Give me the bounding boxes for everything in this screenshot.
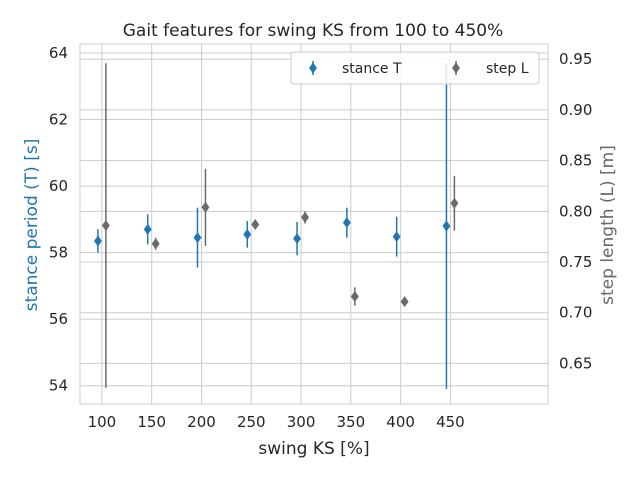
legend-entry-stance-t bbox=[309, 61, 317, 75]
right-tick-label: 0.75 bbox=[559, 253, 592, 271]
x-tick-label: 150 bbox=[137, 413, 166, 431]
x-tick-label: 250 bbox=[237, 413, 266, 431]
legend-entry-step-l bbox=[452, 61, 460, 75]
x-tick-label: 450 bbox=[436, 413, 465, 431]
left-axis-label: stance period (T) [s] bbox=[22, 139, 42, 312]
series-step-l bbox=[101, 63, 459, 388]
point-step-l bbox=[400, 296, 409, 308]
point-stance-t bbox=[293, 233, 302, 245]
left-tick-label: 54 bbox=[49, 377, 68, 395]
point-stance-t bbox=[93, 235, 102, 247]
left-tick-label: 62 bbox=[49, 111, 68, 129]
chart-title: Gait features for swing KS from 100 to 4… bbox=[123, 21, 503, 41]
point-stance-t bbox=[143, 223, 152, 235]
right-tick-label: 0.70 bbox=[559, 304, 592, 322]
point-step-l bbox=[101, 220, 110, 232]
right-tick-label: 0.95 bbox=[559, 50, 592, 68]
point-step-l bbox=[301, 211, 309, 223]
legend-label-stance-t: stance T bbox=[342, 61, 402, 77]
point-step-l bbox=[251, 219, 260, 231]
point-stance-t bbox=[193, 232, 202, 244]
legend-marker-step-l bbox=[452, 62, 460, 74]
point-step-l bbox=[201, 201, 210, 213]
point-stance-t bbox=[243, 228, 252, 240]
left-tick-label: 58 bbox=[49, 244, 68, 262]
plot-area-frame bbox=[79, 43, 549, 405]
point-step-l bbox=[350, 291, 359, 303]
point-step-l bbox=[450, 197, 459, 209]
right-tick-label: 0.90 bbox=[559, 101, 592, 119]
point-stance-t bbox=[342, 217, 351, 229]
x-tick-label: 200 bbox=[187, 413, 216, 431]
point-step-l bbox=[151, 238, 160, 250]
left-tick-label: 64 bbox=[49, 44, 68, 62]
right-tick-label: 0.80 bbox=[559, 202, 592, 220]
legend-label-step-l: step L bbox=[486, 61, 529, 77]
legend-frame bbox=[290, 51, 540, 85]
x-axis-ticks: 100 150 200 250 300 350 400 450 bbox=[88, 413, 465, 431]
right-axis-ticks: 0.65 0.70 0.75 0.80 0.85 0.90 0.95 bbox=[559, 50, 592, 372]
left-tick-label: 56 bbox=[49, 310, 68, 328]
right-tick-label: 0.85 bbox=[559, 152, 592, 170]
grid bbox=[80, 44, 548, 404]
left-axis-ticks: 54 56 58 60 62 64 bbox=[49, 44, 68, 395]
x-tick-label: 400 bbox=[386, 413, 415, 431]
x-axis-label: swing KS [%] bbox=[258, 439, 369, 459]
right-axis-label: step length (L) [m] bbox=[598, 145, 618, 305]
legend: stance T step L bbox=[290, 51, 540, 85]
series-stance-t bbox=[93, 62, 451, 390]
point-stance-t bbox=[392, 231, 401, 243]
legend-marker-stance-t bbox=[309, 62, 317, 74]
series-layer bbox=[93, 62, 459, 390]
right-tick-label: 0.65 bbox=[559, 354, 592, 372]
left-tick-label: 60 bbox=[49, 177, 68, 195]
x-tick-label: 300 bbox=[287, 413, 316, 431]
point-stance-t bbox=[442, 220, 451, 232]
x-tick-label: 100 bbox=[88, 413, 117, 431]
x-tick-label: 350 bbox=[337, 413, 366, 431]
